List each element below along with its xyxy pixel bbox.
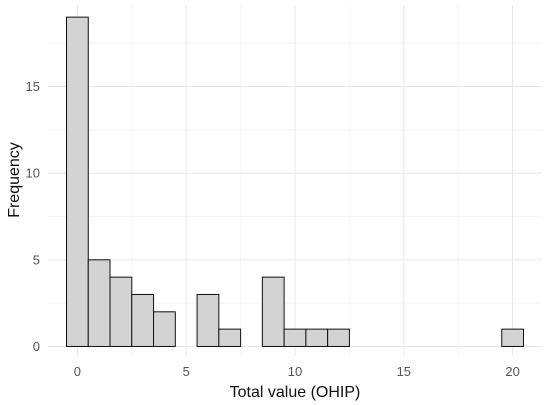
x-tick-label: 5 [183,364,190,379]
histogram-bar-3 [131,293,155,347]
histogram-bar-2 [109,276,133,347]
histogram-bar-12 [327,328,350,347]
histogram-bar-0 [65,16,89,347]
histogram-bar-10 [283,328,307,347]
x-tick-label: 20 [505,364,519,379]
histogram-bar-4 [153,311,176,347]
histogram-bar-11 [305,328,329,347]
histogram-bar-1 [87,259,111,347]
histogram-bar-20 [501,328,525,347]
histogram-bar-9 [261,276,285,347]
x-tick-label: 15 [397,364,411,379]
y-tick-label: 5 [33,252,40,267]
histogram-bar-6 [196,293,220,347]
y-axis-title: Frequency [6,142,23,218]
x-tick-label: 0 [74,364,81,379]
histogram-bars [65,16,525,347]
x-axis-title: Total value (OHIP) [230,384,361,401]
histogram-bar-7 [218,328,242,347]
y-tick-label: 10 [26,166,40,181]
x-tick-label: 10 [288,364,302,379]
tick-labels: 0 5 10 15 20 0 5 10 15 [26,79,520,379]
y-tick-label: 15 [26,79,40,94]
y-tick-label: 0 [33,339,40,354]
